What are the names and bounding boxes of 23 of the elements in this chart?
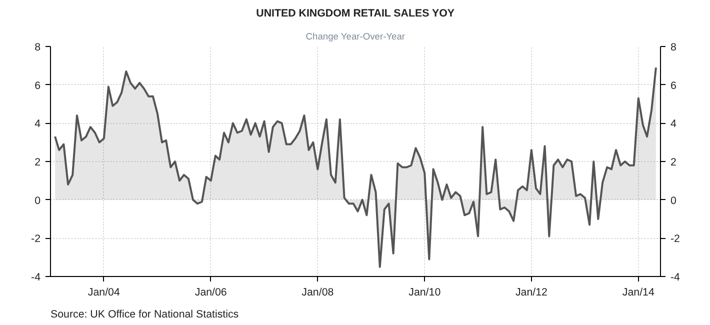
y2-tick-label: 6	[670, 80, 676, 92]
y-tick-label: 0	[34, 194, 41, 207]
y-tick-label: -2	[31, 233, 41, 246]
chart-title: UNITED KINGDOM RETAIL SALES YOY	[256, 8, 454, 20]
x-tick-label: Jan/12	[515, 286, 548, 298]
y2-tick-label: 2	[670, 156, 676, 168]
y-tick-label: 4	[34, 118, 41, 130]
chart-subtitle: Change Year-Over-Year	[306, 32, 406, 42]
y2-tick-label: -2	[670, 233, 680, 246]
x-tick-label: Jan/10	[408, 286, 441, 298]
y-tick-label: 6	[34, 80, 41, 92]
y2-tick-label: -4	[670, 272, 680, 284]
y2-tick-label: 0	[670, 194, 676, 207]
y2-tick-label: 4	[670, 118, 676, 130]
x-tick-label: Jan/08	[302, 286, 334, 298]
y-tick-label: 8	[34, 42, 41, 54]
x-tick-label: Jan/14	[622, 286, 654, 298]
y-tick-label: -4	[31, 272, 41, 284]
x-tick-label: Jan/04	[88, 286, 120, 298]
source-note: Source: UK Office for National Statistics	[50, 308, 239, 320]
x-tick-label: Jan/06	[194, 286, 227, 298]
y-tick-label: 2	[34, 156, 41, 168]
y2-tick-label: 8	[670, 42, 676, 54]
